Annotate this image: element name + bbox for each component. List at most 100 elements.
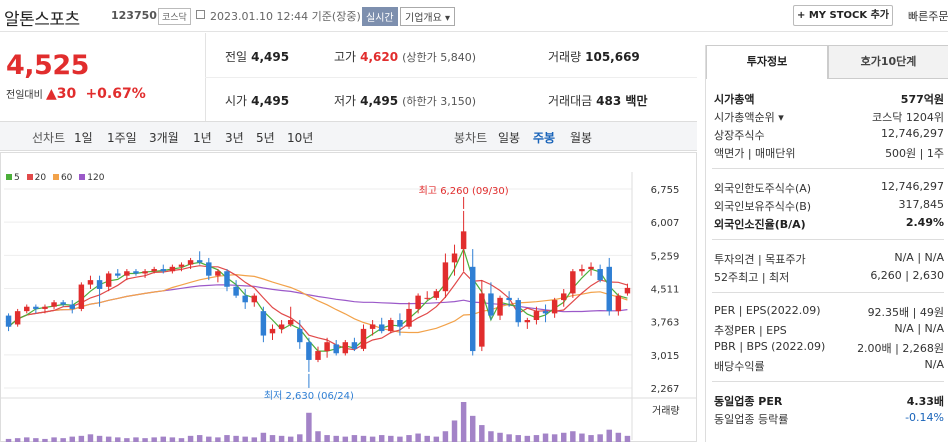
info-row-value: N/A | N/A bbox=[894, 251, 944, 264]
volume-bar bbox=[533, 435, 540, 442]
add-mystock-button[interactable]: + MY STOCK 추가 bbox=[793, 5, 893, 26]
realtime-badge[interactable]: 실시간 bbox=[362, 7, 398, 26]
corp-info-dropdown[interactable]: 기업개요 ▾ bbox=[400, 7, 455, 26]
candle-monthly[interactable]: 월봉 bbox=[570, 131, 593, 145]
range-1w[interactable]: 1주일 bbox=[107, 131, 137, 145]
ma120-line bbox=[8, 284, 628, 328]
volume-bar bbox=[506, 434, 512, 442]
candle-body bbox=[260, 311, 267, 336]
volume-bar bbox=[115, 437, 121, 442]
info-row: 배당수익률 N/A bbox=[714, 358, 948, 375]
candle-body bbox=[306, 342, 312, 360]
candle-body bbox=[278, 324, 285, 329]
volume-bar bbox=[224, 435, 230, 442]
info-row-label: PBR | BPS (2022.09) bbox=[714, 340, 826, 353]
candle-body bbox=[433, 291, 440, 298]
chart-toolbar: 선차트 1일 1주일 3개월 1년 3년 5년 10년 봉차트 일봉 주봉 월봉 bbox=[0, 121, 697, 151]
volume-bar bbox=[178, 438, 185, 442]
candle-body bbox=[570, 271, 576, 294]
range-3m[interactable]: 3개월 bbox=[149, 131, 179, 145]
y-tick-label: 2,267 bbox=[651, 384, 680, 395]
info-row-label: 투자의견 | 목표주가 bbox=[714, 253, 806, 266]
volume-bar bbox=[287, 436, 294, 442]
info-row: 추정PER | EPS N/A | N/A bbox=[714, 322, 948, 339]
ma5-line bbox=[8, 247, 628, 352]
candle-body bbox=[142, 271, 148, 274]
candle-body bbox=[588, 266, 594, 270]
high-label: 최고 6,260 (09/30) bbox=[419, 185, 509, 197]
ma5-swatch bbox=[6, 174, 12, 180]
range-5y[interactable]: 5년 bbox=[256, 131, 275, 145]
volume-bar bbox=[133, 437, 139, 442]
info-row: 52주최고 | 최저 6,260 | 2,630 bbox=[714, 269, 948, 286]
candle-body bbox=[206, 262, 212, 276]
amount-label: 거래대금 bbox=[548, 94, 593, 108]
volume-bar bbox=[369, 436, 376, 442]
candle-body bbox=[42, 306, 48, 309]
prev-close-label: 전일 bbox=[225, 50, 248, 64]
divider bbox=[205, 77, 697, 78]
volume-bar bbox=[551, 434, 558, 442]
volume-bar bbox=[570, 431, 576, 442]
range-10y[interactable]: 10년 bbox=[287, 131, 314, 145]
candle-body bbox=[388, 320, 394, 332]
high-label: 고가 bbox=[334, 50, 357, 64]
investment-panel: 투자정보 호가10단계 시가총액 577억원 시가총액순위 ▾ 코스닥 1204위 상장… bbox=[705, 45, 948, 442]
volume-bar bbox=[233, 435, 239, 442]
volume-bar bbox=[124, 438, 130, 442]
volume-bar bbox=[451, 420, 458, 442]
info-row: 시가총액순위 ▾ 코스닥 1204위 bbox=[714, 109, 948, 126]
open-label: 시가 bbox=[225, 94, 248, 108]
info-row: 외국인한도주식수(A) 12,746,297 bbox=[714, 180, 948, 197]
candle-body bbox=[515, 300, 521, 323]
volume-bar bbox=[351, 435, 358, 442]
candle-body bbox=[33, 306, 39, 309]
prev-close: 전일 4,495 bbox=[225, 48, 289, 65]
candle-body bbox=[69, 304, 75, 309]
candle-body bbox=[60, 302, 66, 305]
volume-label: 거래량 bbox=[548, 50, 582, 64]
quote-datetime: 2023.01.10 12:44 기준(장중) bbox=[210, 10, 361, 23]
candle-body bbox=[51, 302, 57, 307]
ma20-line bbox=[8, 265, 628, 351]
y-tick-label: 5,259 bbox=[651, 251, 680, 262]
volume: 거래량 105,669 bbox=[548, 48, 640, 65]
quick-order-link[interactable]: 빠른주문 bbox=[908, 10, 948, 23]
volume-bar bbox=[260, 432, 267, 442]
volume-bar bbox=[415, 433, 421, 442]
candle-body bbox=[151, 269, 157, 272]
candle-body bbox=[160, 269, 167, 272]
candle-daily[interactable]: 일봉 bbox=[498, 131, 521, 145]
volume-value: 105,669 bbox=[585, 50, 640, 64]
candle-body bbox=[524, 320, 531, 323]
ma20-label: 20 bbox=[34, 173, 47, 183]
candle-body bbox=[551, 300, 558, 314]
volume-bar bbox=[360, 435, 367, 442]
tab-orderbook[interactable]: 호가10단계 bbox=[828, 45, 948, 79]
stock-header: 알톤스포츠 123750 코스닥 2023.01.10 12:44 기준(장중)… bbox=[0, 0, 948, 32]
tab-investment-info[interactable]: 투자정보 bbox=[706, 45, 828, 79]
volume-bar bbox=[160, 436, 167, 442]
section-divider bbox=[712, 168, 944, 169]
range-3y[interactable]: 3년 bbox=[225, 131, 244, 145]
volume-bar bbox=[169, 437, 176, 442]
volume-bar bbox=[488, 431, 494, 442]
volume-bar bbox=[424, 435, 430, 442]
volume-bar bbox=[588, 435, 594, 442]
ma60-swatch bbox=[52, 174, 59, 180]
candle-weekly[interactable]: 주봉 bbox=[533, 131, 556, 145]
candle-body bbox=[615, 295, 622, 312]
candle-body bbox=[333, 344, 339, 354]
range-1d[interactable]: 1일 bbox=[74, 131, 93, 145]
range-1y[interactable]: 1년 bbox=[193, 131, 212, 145]
info-row-label: 동일업종 PER bbox=[714, 395, 783, 408]
info-row-value: 6,260 | 2,630 bbox=[870, 269, 944, 282]
info-row-label: 외국인보유주식수(B) bbox=[714, 200, 812, 213]
info-row-label: 동일업종 등락률 bbox=[714, 413, 789, 426]
section-divider bbox=[712, 292, 944, 293]
info-row-value: 2.00배 | 2,268원 bbox=[857, 342, 944, 355]
info-row-value: 코스닥 1204위 bbox=[872, 111, 944, 124]
candle-body bbox=[196, 260, 203, 263]
candle-body bbox=[488, 293, 494, 316]
candle-body bbox=[133, 271, 139, 274]
